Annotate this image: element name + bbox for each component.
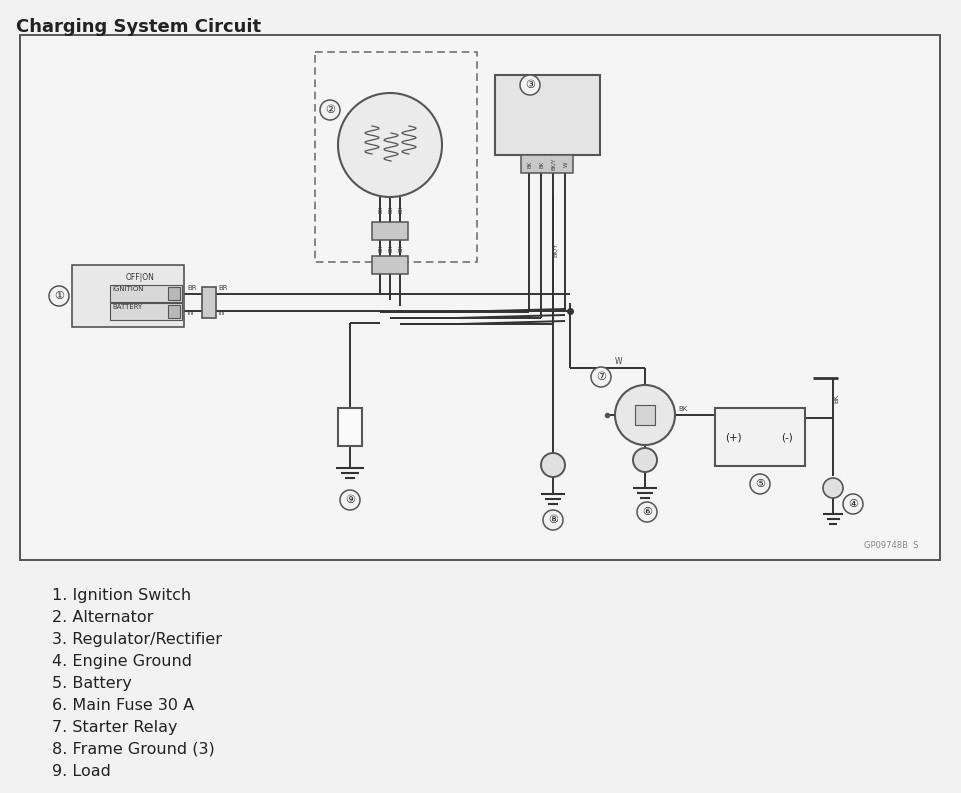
Text: ⑧: ⑧ (548, 515, 558, 525)
Circle shape (591, 367, 611, 387)
Bar (338, 408, 362, 446)
Circle shape (823, 478, 843, 498)
Text: 9. Load: 9. Load (52, 764, 111, 779)
Text: ⑨: ⑨ (345, 495, 355, 505)
Text: (-): (-) (781, 432, 793, 442)
Bar (372, 256, 408, 274)
Text: BR: BR (187, 285, 196, 291)
Circle shape (633, 448, 657, 472)
Text: W: W (615, 357, 623, 366)
Circle shape (340, 490, 360, 510)
Bar (110, 285, 182, 302)
Text: ⑥: ⑥ (642, 507, 652, 517)
Text: Charging System Circuit: Charging System Circuit (16, 18, 261, 36)
Bar (715, 408, 805, 466)
Text: BK/Y: BK/Y (552, 158, 556, 170)
Bar (20, 35, 940, 560)
Circle shape (541, 453, 565, 477)
Circle shape (320, 100, 340, 120)
Bar (372, 222, 408, 240)
Circle shape (49, 286, 69, 306)
Text: BK: BK (833, 393, 839, 403)
Text: ③: ③ (525, 80, 535, 90)
Text: ⑤: ⑤ (755, 479, 765, 489)
Text: W: W (187, 310, 194, 316)
Circle shape (520, 75, 540, 95)
Text: BK: BK (379, 244, 383, 251)
Bar (168, 305, 180, 318)
Text: BK: BK (379, 205, 383, 213)
Text: OFF|ON: OFF|ON (126, 273, 155, 282)
Text: ②: ② (325, 105, 335, 115)
Text: (+): (+) (725, 432, 741, 442)
Text: BK/Y: BK/Y (553, 243, 557, 257)
Circle shape (637, 502, 657, 522)
Circle shape (750, 474, 770, 494)
Bar (521, 155, 573, 173)
Text: BK: BK (388, 244, 393, 251)
Circle shape (843, 494, 863, 514)
Bar (495, 75, 600, 155)
Text: BATTERY: BATTERY (112, 304, 142, 310)
Text: 5. Battery: 5. Battery (52, 676, 132, 691)
Bar (168, 287, 180, 300)
Text: BR: BR (218, 285, 228, 291)
Text: 3. Regulator/Rectifier: 3. Regulator/Rectifier (52, 632, 222, 647)
Text: W: W (218, 310, 225, 316)
Text: 4. Engine Ground: 4. Engine Ground (52, 654, 192, 669)
Text: ④: ④ (848, 499, 858, 509)
Circle shape (615, 385, 675, 445)
Circle shape (338, 93, 442, 197)
Text: BK: BK (388, 205, 393, 213)
Text: BK: BK (539, 160, 545, 167)
Text: BK: BK (399, 244, 404, 251)
Text: 1. Ignition Switch: 1. Ignition Switch (52, 588, 191, 603)
Bar (72, 265, 184, 327)
Bar (202, 287, 216, 318)
Bar (635, 405, 655, 425)
Text: ⑦: ⑦ (596, 372, 606, 382)
Text: 7. Starter Relay: 7. Starter Relay (52, 720, 178, 735)
Text: 2. Alternator: 2. Alternator (52, 610, 154, 625)
Text: 8. Frame Ground (3): 8. Frame Ground (3) (52, 742, 214, 757)
Text: BK: BK (678, 406, 687, 412)
Bar (315, 52, 477, 262)
Circle shape (543, 510, 563, 530)
Text: IGNITION: IGNITION (112, 286, 143, 292)
Text: 6. Main Fuse 30 A: 6. Main Fuse 30 A (52, 698, 194, 713)
Text: GP09748B  S: GP09748B S (864, 541, 918, 550)
Text: W: W (563, 161, 569, 167)
Text: BK: BK (399, 205, 404, 213)
Bar (110, 303, 182, 320)
Text: ①: ① (54, 291, 64, 301)
Text: BK: BK (528, 160, 532, 167)
